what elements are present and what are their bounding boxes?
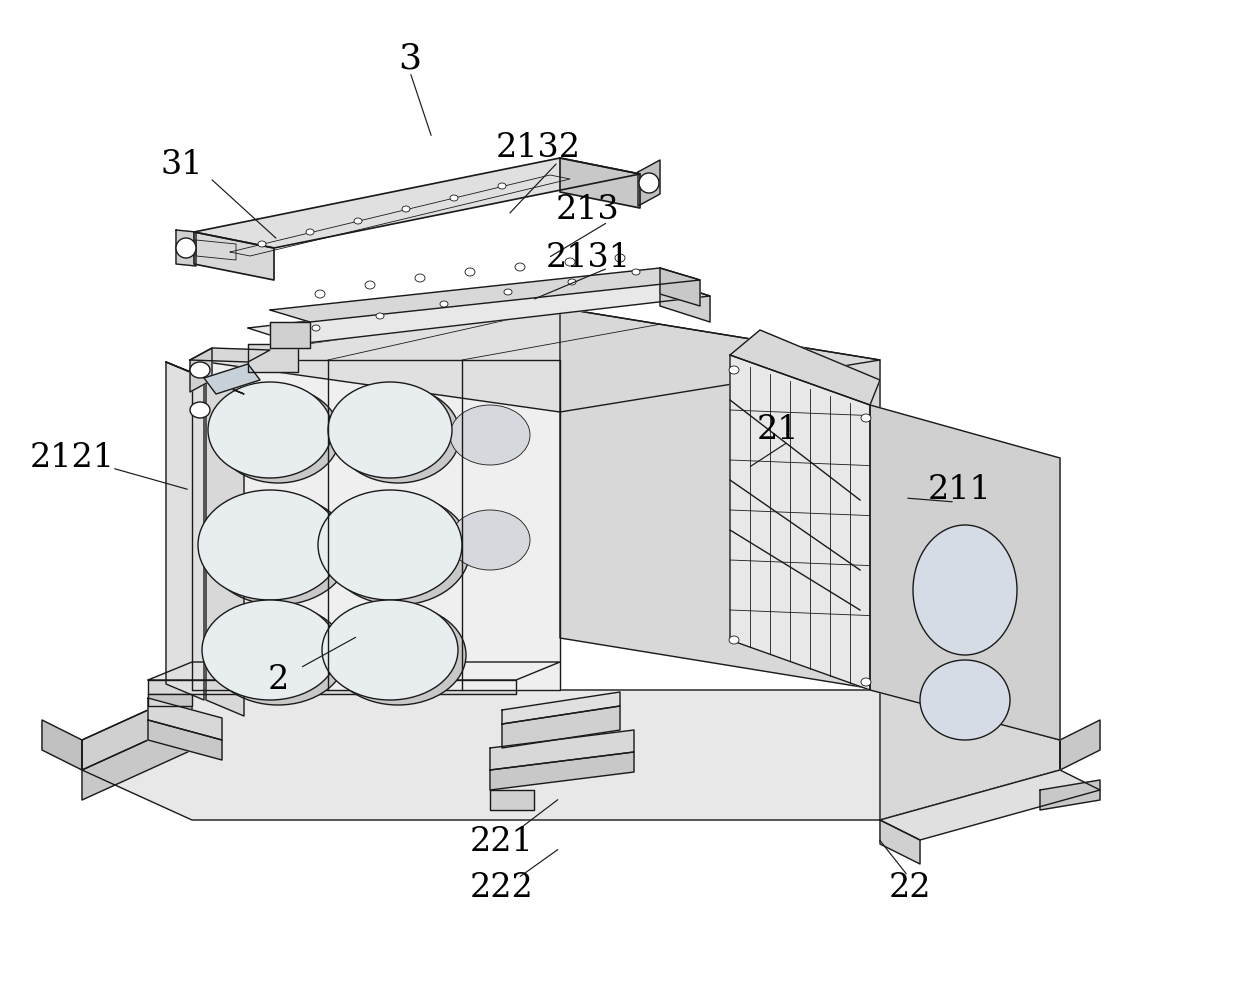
Ellipse shape — [861, 678, 870, 686]
Polygon shape — [148, 680, 516, 694]
Ellipse shape — [353, 218, 362, 224]
Polygon shape — [490, 790, 534, 810]
Ellipse shape — [920, 660, 1011, 740]
Ellipse shape — [729, 636, 739, 644]
Polygon shape — [148, 720, 222, 760]
Text: 222: 222 — [470, 872, 534, 904]
Polygon shape — [192, 308, 880, 412]
Ellipse shape — [913, 525, 1017, 655]
Ellipse shape — [198, 490, 342, 600]
Ellipse shape — [450, 510, 529, 570]
Polygon shape — [148, 698, 222, 740]
Polygon shape — [248, 344, 298, 372]
Polygon shape — [82, 720, 192, 800]
Text: 2131: 2131 — [546, 242, 630, 274]
Ellipse shape — [208, 382, 332, 478]
Ellipse shape — [365, 281, 374, 289]
Ellipse shape — [465, 268, 475, 276]
Polygon shape — [730, 355, 870, 690]
Text: 22: 22 — [889, 872, 931, 904]
Text: 2: 2 — [268, 664, 289, 696]
Ellipse shape — [326, 495, 470, 605]
Polygon shape — [248, 280, 711, 344]
Polygon shape — [1040, 780, 1100, 810]
Ellipse shape — [729, 366, 739, 374]
Ellipse shape — [515, 263, 525, 271]
Polygon shape — [502, 706, 620, 748]
Polygon shape — [560, 308, 880, 690]
Polygon shape — [880, 690, 1060, 820]
Polygon shape — [490, 730, 634, 770]
Ellipse shape — [450, 195, 458, 201]
Text: 2132: 2132 — [496, 132, 580, 164]
Polygon shape — [176, 230, 196, 266]
Polygon shape — [192, 360, 560, 690]
Polygon shape — [639, 160, 660, 206]
Text: 3: 3 — [398, 41, 422, 75]
Ellipse shape — [312, 325, 320, 331]
Ellipse shape — [415, 274, 425, 282]
Ellipse shape — [450, 405, 529, 465]
Text: 2121: 2121 — [30, 442, 114, 474]
Polygon shape — [880, 770, 1100, 840]
Ellipse shape — [440, 301, 448, 307]
Ellipse shape — [568, 279, 577, 285]
Polygon shape — [660, 268, 701, 306]
Text: 211: 211 — [928, 474, 992, 506]
Ellipse shape — [330, 605, 466, 705]
Polygon shape — [205, 364, 260, 394]
Ellipse shape — [190, 402, 210, 418]
Ellipse shape — [498, 183, 506, 189]
Polygon shape — [270, 268, 701, 322]
Polygon shape — [193, 232, 274, 280]
Polygon shape — [880, 820, 920, 864]
Polygon shape — [190, 348, 212, 392]
Polygon shape — [193, 158, 640, 248]
Polygon shape — [42, 720, 82, 770]
Polygon shape — [870, 405, 1060, 740]
Ellipse shape — [322, 600, 458, 700]
Polygon shape — [502, 692, 620, 724]
Ellipse shape — [376, 313, 384, 319]
Text: 213: 213 — [556, 194, 620, 226]
Polygon shape — [82, 690, 192, 770]
Ellipse shape — [861, 414, 870, 422]
Ellipse shape — [176, 238, 196, 258]
Ellipse shape — [336, 387, 460, 483]
Text: 221: 221 — [470, 826, 534, 858]
Polygon shape — [660, 280, 711, 322]
Polygon shape — [82, 690, 1060, 820]
Ellipse shape — [503, 289, 512, 295]
Ellipse shape — [210, 605, 346, 705]
Polygon shape — [148, 662, 560, 680]
Polygon shape — [206, 378, 244, 716]
Ellipse shape — [306, 229, 314, 235]
Polygon shape — [490, 752, 634, 790]
Polygon shape — [148, 694, 192, 706]
Polygon shape — [730, 330, 880, 405]
Ellipse shape — [202, 600, 339, 700]
Polygon shape — [166, 362, 244, 394]
Ellipse shape — [317, 490, 463, 600]
Polygon shape — [560, 158, 640, 208]
Polygon shape — [1060, 720, 1100, 770]
Ellipse shape — [315, 290, 325, 298]
Polygon shape — [166, 362, 205, 700]
Ellipse shape — [632, 269, 640, 275]
Ellipse shape — [402, 206, 410, 212]
Ellipse shape — [615, 254, 625, 262]
Text: 31: 31 — [161, 149, 203, 181]
Polygon shape — [190, 348, 270, 362]
Ellipse shape — [329, 382, 453, 478]
Text: 21: 21 — [756, 414, 800, 446]
Ellipse shape — [258, 241, 267, 247]
Ellipse shape — [639, 173, 658, 193]
Polygon shape — [270, 322, 310, 348]
Ellipse shape — [565, 258, 575, 266]
Ellipse shape — [216, 387, 340, 483]
Ellipse shape — [190, 362, 210, 378]
Ellipse shape — [206, 495, 350, 605]
